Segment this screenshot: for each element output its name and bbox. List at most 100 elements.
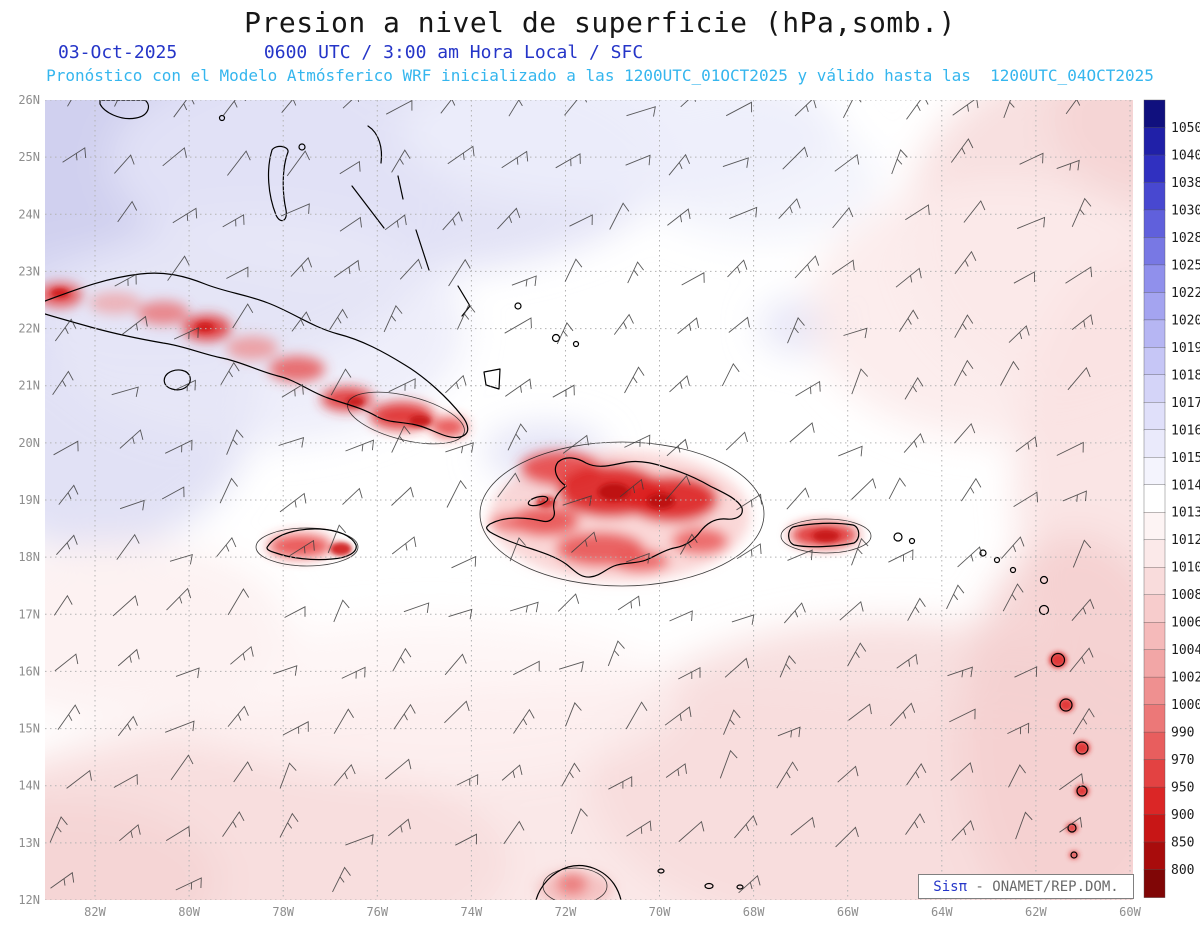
wind-barb <box>736 543 762 559</box>
wind-barb <box>165 439 193 454</box>
wind-barb <box>388 818 411 837</box>
wind-barb <box>451 555 477 569</box>
wind-barb <box>1017 216 1046 230</box>
lat-label: 13N <box>18 836 40 850</box>
wind-barb <box>1056 441 1084 456</box>
colorbar-label: 850 <box>1171 836 1194 851</box>
lon-label: 78W <box>272 905 294 919</box>
wind-barb <box>227 150 251 176</box>
wind-barb <box>904 377 924 400</box>
wind-barb <box>951 820 975 841</box>
wind-barb <box>216 536 237 557</box>
wind-barb <box>227 705 249 727</box>
wind-barb <box>385 100 413 115</box>
wind-barb <box>339 160 361 175</box>
colorbar-label: 1040 <box>1171 149 1200 164</box>
wind-barb <box>445 442 474 454</box>
colorbar-cell <box>1143 786 1166 816</box>
wind-barb <box>906 100 929 120</box>
wind-barb <box>736 493 762 511</box>
lat-label: 20N <box>18 436 40 450</box>
wind-barb <box>165 720 195 733</box>
wind-barb <box>440 100 456 114</box>
wind-barb <box>738 874 761 894</box>
wind-barb <box>161 486 185 500</box>
wind-barb <box>119 824 141 842</box>
coastline-long-island <box>415 229 430 271</box>
wind-barb <box>227 588 250 616</box>
coastline-cuba <box>45 272 469 439</box>
wind-barb <box>119 429 144 449</box>
wind-barb <box>333 763 356 786</box>
wind-barb <box>665 763 687 778</box>
wind-barb <box>513 708 535 734</box>
wind-barb <box>664 706 692 726</box>
coastline-antigua <box>1038 604 1050 616</box>
colorbar-label: 1004 <box>1171 643 1200 658</box>
wind-barb <box>173 327 199 340</box>
wind-barb <box>889 702 916 727</box>
wind-barb <box>1000 360 1020 386</box>
wind-barb <box>719 749 738 779</box>
colorbar-cell <box>1143 731 1166 761</box>
wind-barb <box>895 267 922 288</box>
wind-barbs <box>49 100 1095 894</box>
lat-label: 14N <box>18 779 40 793</box>
wind-barb <box>557 593 580 612</box>
colorbar-cell <box>1143 649 1166 679</box>
wind-barb <box>56 534 78 556</box>
wind-barb <box>456 303 476 330</box>
colorbar-label: 1017 <box>1171 396 1200 411</box>
colorbar-label: 1020 <box>1171 313 1200 328</box>
pressure-colorbar: 1050 1040 1038 1030 1028 1025 1022 1020 1019 1018… <box>1143 99 1200 898</box>
wind-barb <box>282 721 309 736</box>
wind-barb <box>66 769 92 789</box>
wind-barb <box>280 203 310 217</box>
lon-label: 76W <box>366 905 388 919</box>
colorbar-label: 1030 <box>1171 203 1200 218</box>
wind-barb <box>455 833 477 846</box>
wind-barb <box>497 472 521 498</box>
wind-barb <box>963 200 986 223</box>
wind-barb <box>226 429 244 455</box>
wind-barb <box>721 362 740 387</box>
wind-barb <box>57 704 81 730</box>
wind-barb <box>384 214 407 231</box>
coastline-martinique <box>1075 741 1089 755</box>
wind-barb <box>330 368 352 396</box>
wind-barb <box>848 703 872 721</box>
wind-barb <box>166 587 192 611</box>
wind-barb <box>230 645 254 665</box>
wind-barb <box>835 826 859 848</box>
wind-barb <box>899 309 919 332</box>
wind-barb <box>722 157 749 168</box>
wind-barb <box>1002 583 1024 612</box>
wind-barb <box>49 816 68 843</box>
wind-barb <box>117 200 138 223</box>
coastline-great-inagua <box>483 368 501 390</box>
wind-barb <box>219 477 238 504</box>
wind-barb <box>291 311 312 332</box>
wind-barb <box>333 708 354 734</box>
wind-barb <box>1065 266 1093 284</box>
wind-barb <box>53 440 79 456</box>
coastline-gonave <box>527 495 549 507</box>
wind-barb <box>1059 773 1084 791</box>
wind-barb <box>290 257 313 277</box>
wind-barb <box>1072 539 1092 568</box>
colorbar-label: 1016 <box>1171 423 1200 438</box>
lon-label: 64W <box>931 905 953 919</box>
wind-barb <box>508 100 523 117</box>
colorbar-label: 1010 <box>1171 561 1200 576</box>
colorbar-cell <box>1143 237 1166 266</box>
wind-barb <box>957 546 983 568</box>
wind-barb <box>501 764 523 781</box>
colorbar-label: 1050 <box>1171 121 1200 136</box>
wind-barb <box>169 553 193 565</box>
colorbar-cell <box>1143 841 1166 871</box>
pressure-contour-lines <box>255 391 872 900</box>
wind-barb <box>448 258 471 287</box>
wind-barb <box>570 807 588 835</box>
wind-barb <box>731 614 755 625</box>
